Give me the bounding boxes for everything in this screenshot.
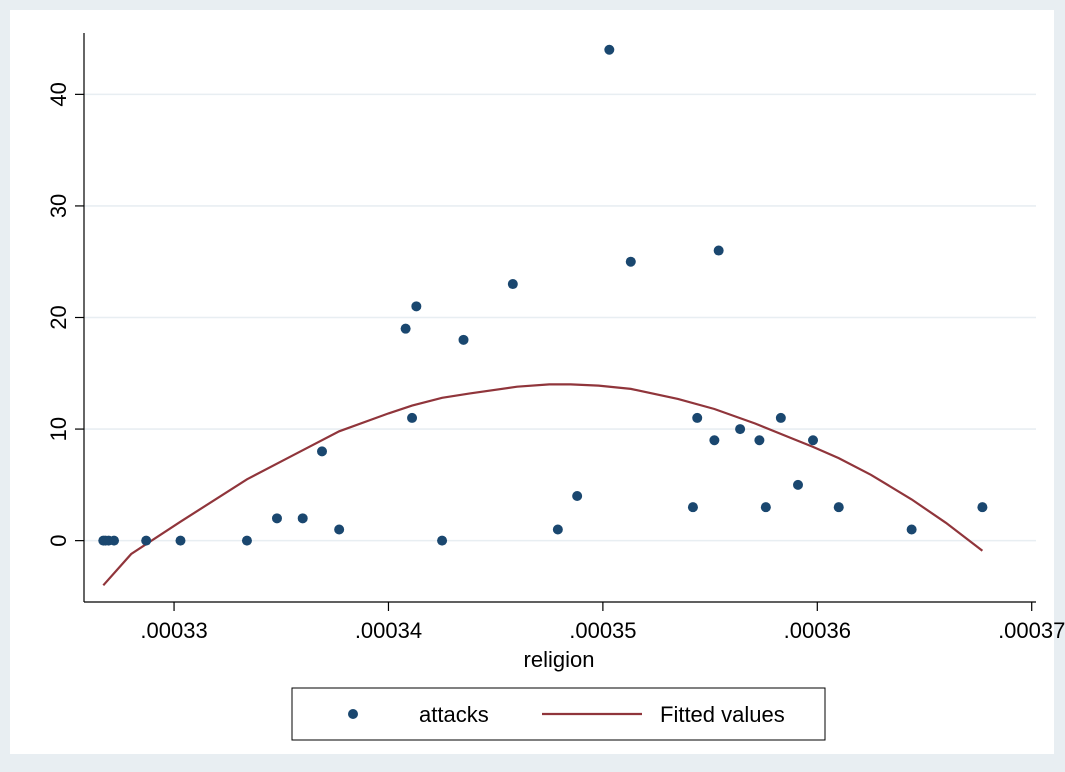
x-tick-label: .00034	[355, 618, 422, 643]
y-axis-ticks: 0 10 20 30 40	[46, 82, 84, 547]
x-axis-title: religion	[524, 647, 595, 672]
attacks-point	[400, 323, 411, 334]
x-tick-label: .00033	[140, 618, 207, 643]
attacks-point	[141, 535, 152, 546]
attacks-point	[713, 245, 724, 256]
attacks-point	[317, 446, 327, 457]
attacks-point	[411, 301, 422, 312]
legend-attacks-marker	[348, 709, 358, 719]
y-tick-label: 40	[46, 82, 71, 106]
x-axis-ticks: .00033 .00034 .00035 .00036 .00037	[140, 602, 1065, 643]
x-tick-label: .00036	[784, 618, 851, 643]
attacks-point	[692, 412, 703, 423]
attacks-point	[775, 412, 786, 423]
legend: attacks Fitted values	[291, 687, 826, 741]
attacks-point	[552, 524, 563, 535]
attacks-point	[241, 535, 252, 546]
y-tick-label: 10	[46, 417, 71, 441]
y-tick-label: 30	[46, 194, 71, 218]
y-tick-label: 20	[46, 305, 71, 329]
attacks-point	[507, 279, 518, 290]
attacks-point	[754, 435, 765, 446]
attacks-point	[271, 513, 282, 524]
attacks-point	[572, 491, 583, 502]
attacks-points	[98, 44, 988, 546]
attacks-point	[793, 479, 803, 490]
attacks-point	[625, 256, 636, 267]
attacks-point	[709, 435, 720, 446]
attacks-point	[833, 502, 844, 513]
attacks-point	[604, 44, 615, 55]
attacks-point	[977, 502, 988, 513]
x-tick-label: .00035	[569, 618, 636, 643]
plot-area	[10, 10, 1054, 754]
fitted-values-line	[102, 383, 984, 587]
attacks-point	[808, 435, 819, 446]
attacks-point	[109, 535, 120, 546]
attacks-point	[458, 334, 469, 345]
attacks-point	[334, 524, 345, 535]
attacks-point	[407, 412, 418, 423]
x-tick-label: .00037	[998, 618, 1065, 643]
y-tick-label: 0	[46, 535, 71, 547]
attacks-point	[687, 502, 698, 513]
attacks-point	[735, 424, 746, 435]
attacks-point	[906, 524, 917, 535]
legend-attacks-label: attacks	[419, 702, 489, 727]
attacks-point	[437, 535, 448, 546]
attacks-point	[175, 535, 186, 546]
attacks-point	[297, 513, 308, 524]
legend-fitted-values-label: Fitted values	[660, 702, 785, 727]
attacks-point	[760, 502, 771, 513]
